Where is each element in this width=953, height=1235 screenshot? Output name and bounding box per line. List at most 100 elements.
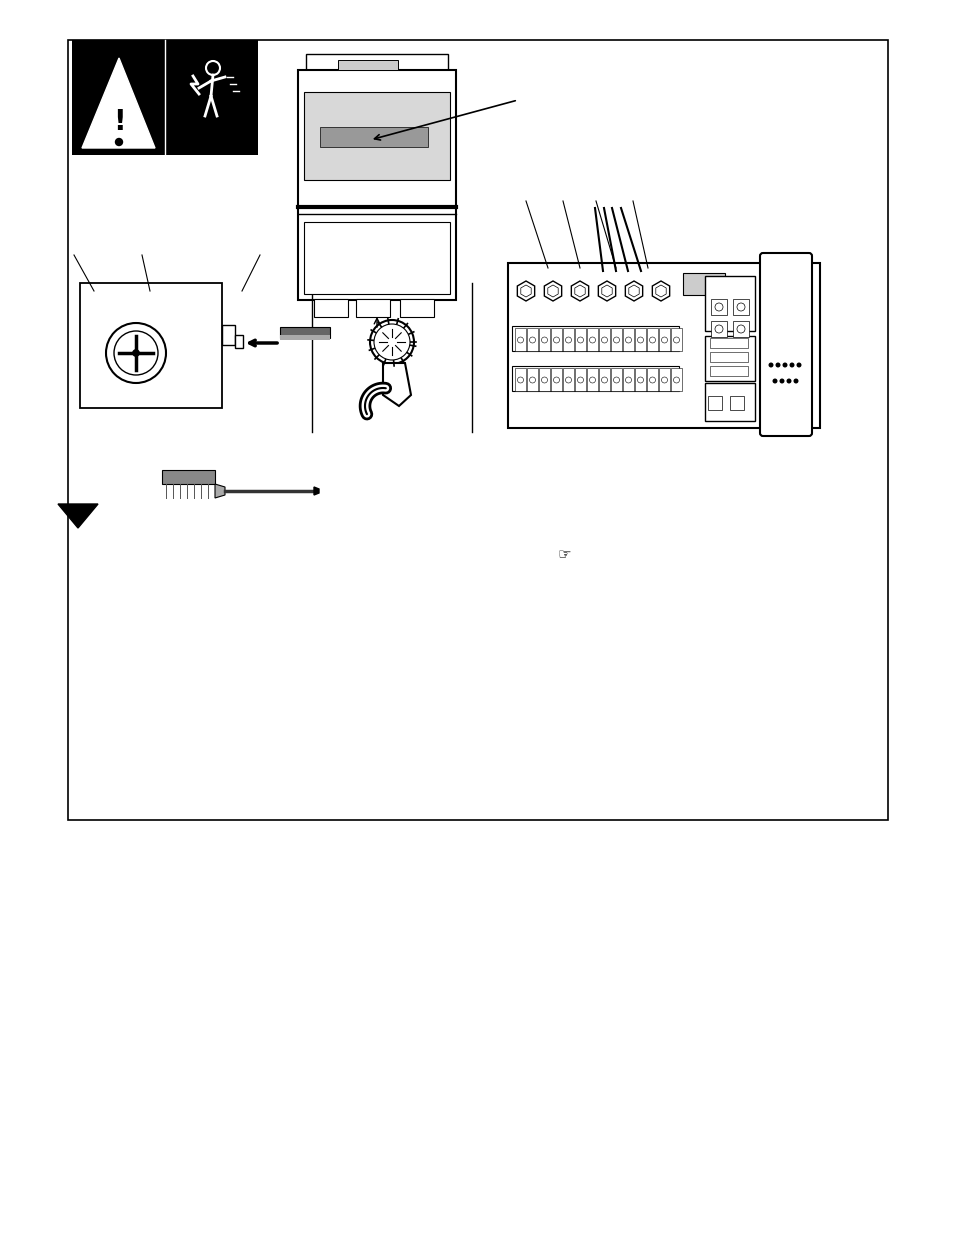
Bar — [646, 329, 658, 351]
Circle shape — [206, 61, 220, 75]
Polygon shape — [58, 504, 98, 529]
Bar — [635, 329, 645, 351]
Polygon shape — [314, 487, 318, 495]
Circle shape — [789, 363, 794, 368]
Bar — [306, 54, 448, 72]
Bar — [610, 368, 621, 391]
Text: !: ! — [112, 107, 125, 136]
Bar — [515, 368, 525, 391]
Bar — [538, 329, 550, 351]
Text: ☞: ☞ — [558, 547, 571, 562]
Bar — [80, 283, 222, 408]
Bar — [732, 299, 748, 315]
Polygon shape — [575, 285, 584, 296]
Circle shape — [517, 377, 523, 383]
Bar — [709, 352, 747, 362]
Circle shape — [772, 378, 777, 384]
Bar — [319, 127, 428, 147]
Bar — [575, 329, 585, 351]
Bar — [622, 329, 634, 351]
Polygon shape — [571, 282, 588, 301]
Circle shape — [793, 378, 798, 384]
Bar — [280, 335, 330, 340]
Bar — [222, 325, 234, 345]
Bar — [68, 40, 887, 820]
Circle shape — [374, 324, 410, 359]
Bar — [71, 40, 257, 156]
Bar — [586, 368, 598, 391]
Bar — [304, 222, 450, 294]
Circle shape — [565, 377, 571, 383]
Polygon shape — [382, 363, 411, 406]
Bar — [682, 273, 724, 295]
Polygon shape — [601, 285, 612, 296]
Bar — [659, 329, 669, 351]
Polygon shape — [544, 282, 561, 301]
Circle shape — [781, 363, 786, 368]
Bar — [304, 91, 450, 180]
Circle shape — [577, 377, 583, 383]
Circle shape — [589, 337, 595, 343]
Circle shape — [775, 363, 780, 368]
Circle shape — [637, 337, 643, 343]
Circle shape — [601, 377, 607, 383]
Circle shape — [625, 337, 631, 343]
Bar — [355, 299, 390, 317]
Bar — [512, 326, 679, 351]
Circle shape — [673, 377, 679, 383]
Circle shape — [625, 377, 631, 383]
Bar — [586, 329, 598, 351]
Bar — [512, 366, 679, 391]
Bar — [704, 275, 754, 331]
Circle shape — [577, 337, 583, 343]
Circle shape — [714, 325, 722, 333]
Polygon shape — [652, 282, 669, 301]
Circle shape — [796, 363, 801, 368]
Bar — [710, 299, 726, 315]
Bar — [622, 368, 634, 391]
Bar — [507, 263, 820, 429]
Circle shape — [660, 377, 667, 383]
Circle shape — [541, 377, 547, 383]
Bar — [646, 368, 658, 391]
Circle shape — [660, 337, 667, 343]
Bar — [562, 368, 574, 391]
Circle shape — [589, 377, 595, 383]
Polygon shape — [655, 285, 665, 296]
Bar — [551, 329, 561, 351]
Circle shape — [673, 337, 679, 343]
Polygon shape — [598, 282, 615, 301]
Circle shape — [565, 337, 571, 343]
Bar — [709, 338, 747, 348]
Polygon shape — [547, 285, 558, 296]
Circle shape — [649, 377, 655, 383]
Bar — [538, 368, 550, 391]
Circle shape — [779, 378, 783, 384]
Circle shape — [637, 377, 643, 383]
Bar — [729, 396, 743, 410]
Circle shape — [113, 331, 158, 375]
Circle shape — [529, 377, 535, 383]
Bar — [704, 336, 754, 382]
Bar — [337, 61, 397, 70]
Polygon shape — [517, 282, 534, 301]
Circle shape — [714, 303, 722, 311]
Polygon shape — [82, 58, 154, 148]
Circle shape — [613, 337, 618, 343]
Bar — [526, 368, 537, 391]
Circle shape — [132, 350, 139, 357]
Bar — [732, 321, 748, 337]
Bar — [526, 329, 537, 351]
Bar — [709, 366, 747, 375]
Circle shape — [649, 337, 655, 343]
Circle shape — [529, 337, 535, 343]
Circle shape — [737, 303, 744, 311]
Bar — [297, 70, 456, 300]
Bar — [635, 368, 645, 391]
Bar — [659, 368, 669, 391]
Circle shape — [517, 337, 523, 343]
Circle shape — [768, 363, 773, 368]
Bar — [280, 327, 330, 338]
Circle shape — [785, 378, 791, 384]
Bar — [515, 329, 525, 351]
